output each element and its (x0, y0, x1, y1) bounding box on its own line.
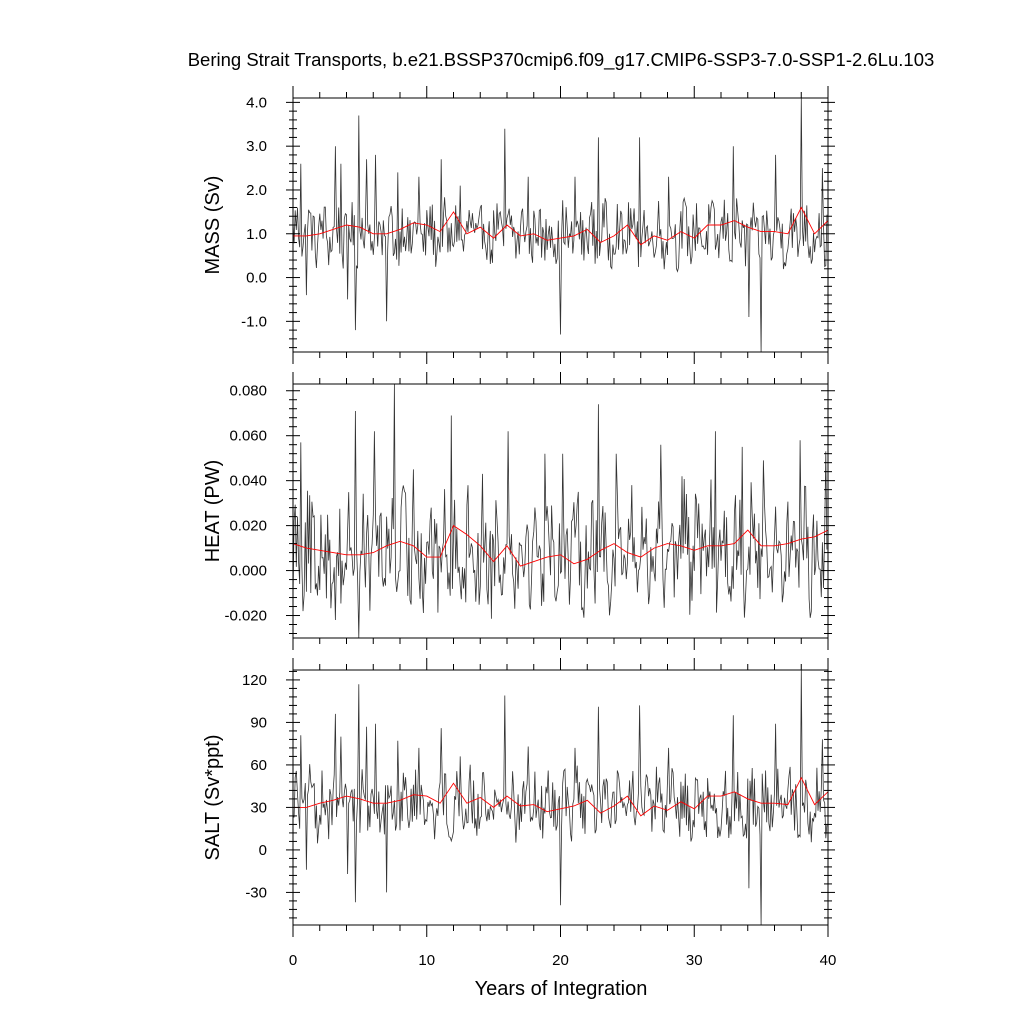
y-tick-label: 30 (250, 799, 267, 816)
annual-mean-line (293, 776, 828, 817)
monthly-series-line (293, 384, 828, 638)
x-tick-label: 10 (418, 952, 435, 969)
x-axis-label: Years of Integration (475, 978, 648, 1000)
x-tick-label: 20 (552, 952, 569, 969)
y-tick-label: 90 (250, 714, 267, 731)
y-tick-label: 0.080 (229, 383, 267, 400)
monthly-series-line (293, 98, 828, 352)
y-axis-label: HEAT (PW) (202, 460, 224, 563)
x-tick-label: 0 (289, 952, 297, 969)
y-tick-label: 0 (259, 842, 267, 859)
annual-mean-line (293, 524, 828, 567)
y-tick-label: 0.040 (229, 473, 267, 490)
y-tick-label: -30 (245, 884, 267, 901)
y-tick-label: -1.0 (241, 313, 267, 330)
y-tick-label: -0.020 (224, 608, 267, 625)
y-tick-label: 3.0 (246, 138, 267, 155)
heat-panel: 0.080 0.060 0.040 0.020 0.000 -0.020 HEAT (PW) (202, 372, 835, 650)
monthly-series-line (293, 670, 828, 925)
y-tick-label: 120 (242, 672, 267, 689)
y-axis-label: SALT (Sv*ppt) (202, 735, 224, 861)
y-tick-label: 1.0 (246, 226, 267, 243)
chart-title: Bering Strait Transports, b.e21.BSSP370c… (188, 49, 935, 71)
y-tick-label: 0.060 (229, 428, 267, 445)
annual-mean-line (293, 206, 828, 246)
x-tick-label: 40 (820, 952, 837, 969)
y-tick-label: 0.020 (229, 518, 267, 535)
salt-panel: 120 90 60 30 0 -30 SALT (Sv*ppt) (202, 658, 835, 937)
mass-panel: 4.0 3.0 2.0 1.0 0.0 -1.0 MASS (Sv) (202, 86, 835, 364)
x-tick-label: 30 (686, 952, 703, 969)
y-tick-label: 0.0 (246, 270, 267, 287)
y-tick-label: 4.0 (246, 94, 267, 111)
y-tick-label: 2.0 (246, 182, 267, 199)
x-tick-labels: 0 10 20 30 40 (289, 952, 837, 969)
y-axis-label: MASS (Sv) (202, 176, 224, 275)
y-tick-label: 0.000 (229, 563, 267, 580)
y-tick-label: 60 (250, 757, 267, 774)
